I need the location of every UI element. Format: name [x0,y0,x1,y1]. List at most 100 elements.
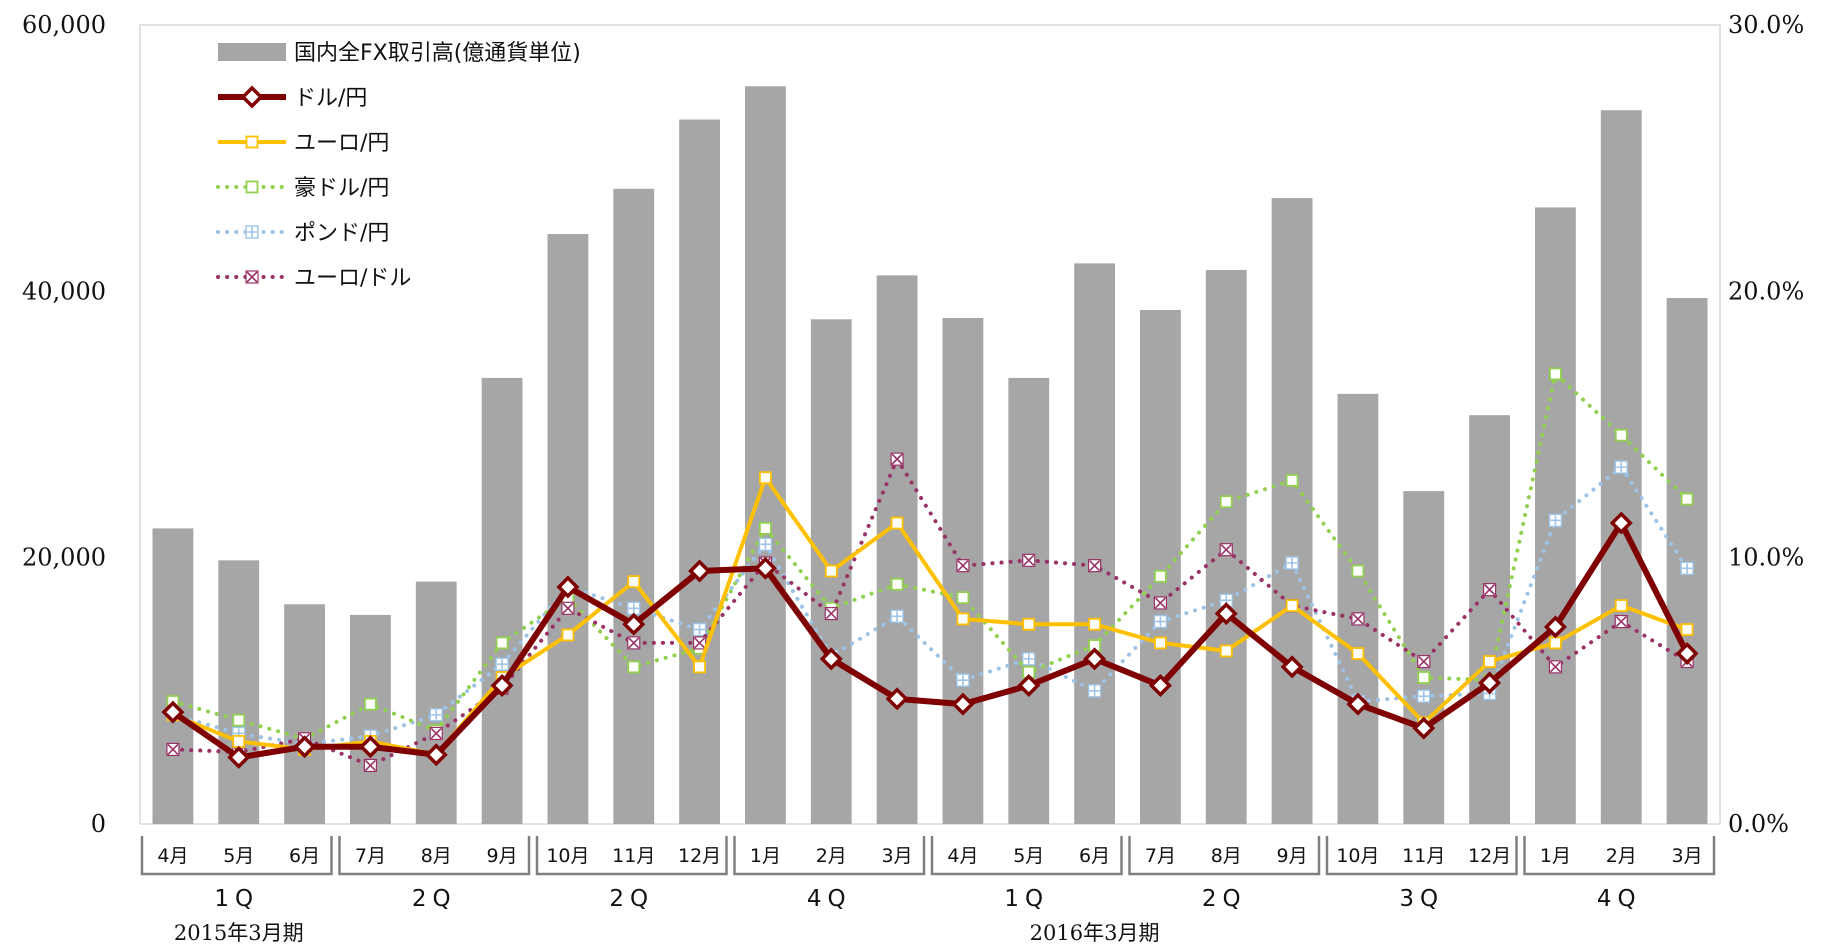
quarter-bracket [535,836,728,876]
fiscal-period-label: 2015年3月期 [174,921,304,945]
x-tick-label: 9月 [1277,845,1308,867]
point-19 [1351,612,1365,626]
point-18 [1285,474,1299,487]
point-15 [1087,684,1102,698]
point-1 [166,742,180,757]
point-16 [1154,569,1167,583]
legend-label: 豪ドル/円 [294,176,389,201]
point-21 [1478,671,1502,695]
x-tick-label: 12月 [1468,845,1511,867]
x-tick-label: 9月 [487,845,518,867]
point-24 [1680,561,1694,576]
x-tick-label: 1月 [1540,845,1571,867]
legend-item-3: 豪ドル/円 [216,176,389,201]
x-tick-label: 2月 [816,845,847,867]
bar-18 [1271,198,1313,824]
legend-label: 国内全FX取引高(億通貨単位) [294,41,581,66]
point-5 [429,708,443,722]
point-6 [495,636,509,650]
point-17 [1219,543,1233,557]
point-22 [1549,636,1562,650]
point-7 [556,575,580,599]
legend-marker [240,85,264,109]
point-4 [363,758,378,773]
quarter-bracket [930,836,1123,876]
point-15 [1088,617,1101,631]
point-10 [759,521,772,535]
quarter-label: 4Q [1597,886,1642,912]
point-18 [1280,655,1304,679]
legend-label: ポンド/円 [294,221,389,246]
point-5 [424,743,448,767]
bar-6 [481,377,523,824]
bar-9 [679,119,720,824]
y-tick-label: 20,000 [22,544,106,572]
point-8 [627,601,641,615]
bar-16 [1140,309,1181,824]
point-16 [1154,636,1167,650]
bar-1 [152,528,194,824]
bar-3 [284,604,325,824]
point-22 [1549,367,1562,381]
quarter-label: 4Q [807,886,852,912]
line-series-group [161,367,1699,773]
point-24 [1680,492,1694,506]
point-18 [1285,599,1299,613]
point-13 [956,591,970,605]
bar-21 [1469,415,1510,824]
point-6 [495,657,509,671]
quarter-label: 2Q [609,886,654,912]
point-18 [1285,556,1299,570]
bar-19 [1337,393,1379,824]
point-14 [1022,652,1036,666]
point-9 [693,660,706,674]
x-tick-label: 11月 [1402,845,1445,867]
point-13 [951,692,975,716]
series-1 [161,511,1699,769]
point-9 [692,622,707,637]
x-tick-label: 7月 [355,845,386,867]
legend-label: ドル/円 [294,86,367,111]
point-12 [890,609,904,623]
quarter-label: 3Q [1399,886,1444,912]
x-tick-label: 7月 [1145,845,1176,867]
point-12 [885,687,909,711]
x-tick-label: 3月 [1672,845,1703,867]
point-13 [956,612,970,626]
legend-item-2: ユーロ/円 [218,131,389,156]
point-22 [1548,660,1563,674]
bar-series [152,86,1708,825]
bar-14 [1008,377,1050,824]
point-17 [1214,602,1238,626]
point-8 [627,636,641,650]
quarter-label: 1Q [1004,886,1049,912]
bar-7 [547,234,589,825]
legend-item-bars: 国内全FX取引高(億通貨単位) [218,41,581,66]
category-axis: 4月 5月 6月 7月 8月 9月 10月 11月 12月 1月 2月 3月 4月 5月 6月 7月 8月 9月 1… [140,836,1716,945]
quarter-bracket [338,836,531,876]
x-tick-label: 11月 [612,845,655,867]
y-tick-label: 40,000 [22,277,106,305]
x-tick-label: 6月 [289,845,320,867]
point-23 [1614,599,1628,613]
legend-item-5: ユーロ/ドル [216,266,411,291]
x-tick-label: 3月 [882,845,913,867]
point-20 [1412,716,1436,740]
point-22 [1543,615,1567,639]
legend-label: ユーロ/ドル [294,266,411,291]
point-23 [1614,614,1628,629]
fiscal-period-label: 2016年3月期 [1030,921,1160,945]
point-8 [627,575,641,589]
quarter-bracket [733,836,926,876]
y2-tick-label: 10.0% [1728,544,1804,572]
point-10 [759,471,772,485]
point-17 [1219,495,1233,509]
point-16 [1153,596,1168,610]
legend-marker [245,135,259,149]
quarter-label: 1Q [214,886,259,912]
x-tick-label: 1月 [750,845,781,867]
point-13 [956,673,970,687]
bar-10 [745,86,786,825]
series-line [171,520,1690,761]
